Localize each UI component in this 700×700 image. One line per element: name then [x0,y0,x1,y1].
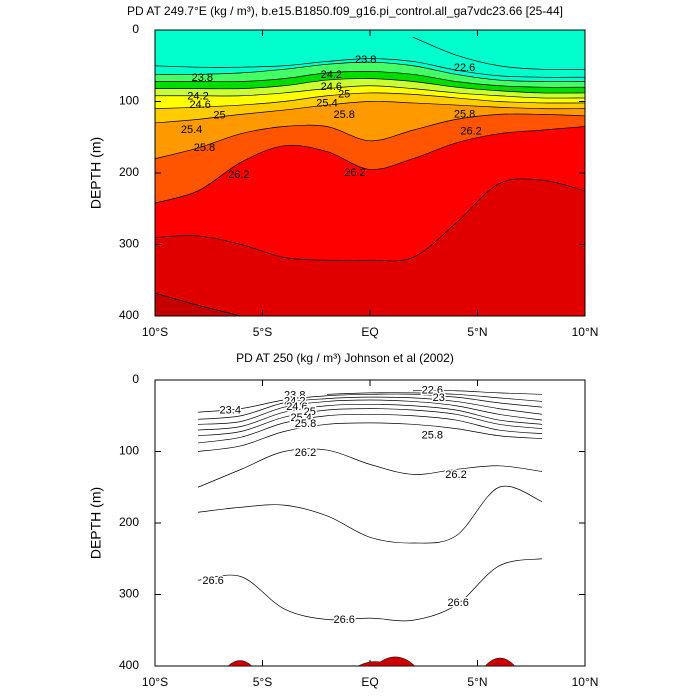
y-tick-label: 300 [119,237,139,251]
x-tick-label: EQ [361,675,378,689]
contour-line [197,448,543,488]
contour-line [197,558,543,622]
contour-line [154,71,586,88]
contour-line [154,178,586,262]
contour-line [197,408,543,437]
contour-fill [155,293,241,316]
contour-line [155,85,586,99]
contour-line [326,392,543,402]
contour-label: 24.6 [189,99,210,111]
y-tick-label: 400 [119,658,139,672]
contour-label: 26.6 [202,575,223,587]
contour-label: 25.4 [290,412,311,424]
contour-line [197,413,543,444]
contour-label: 24.2 [187,90,208,102]
y-tick-label: 0 [132,22,139,36]
contour-label: 24.2 [284,395,305,407]
contour-line [412,390,543,395]
contour-label: 25.8 [194,142,215,154]
land-mask [357,656,416,667]
contour-line [154,61,586,82]
x-tick-label: 5°N [467,325,487,339]
y-tick-label: 300 [119,587,139,601]
chart-title: PD AT 250 (kg / m³) Johnson et al (2002) [236,351,454,365]
contour-label: 25.8 [295,418,316,430]
x-tick-label: 10°N [572,325,599,339]
contour-label: 25.4 [181,124,202,136]
contour-label: 24.2 [321,69,342,81]
contour-label: 24.6 [286,401,307,413]
chart-title: PD AT 249.7°E (kg / m³), b.e15.B1850.f09… [127,4,563,18]
contour-line [197,422,543,452]
contour-label: 25 [304,406,316,418]
contour-label: 25 [213,110,225,122]
contour-label: 23 [433,392,445,404]
x-tick-label: 5°N [467,675,487,689]
contour-label: 26.2 [344,167,365,179]
contour-line [154,292,242,317]
contour-line [197,403,543,431]
x-tick-label: 10°N [572,675,599,689]
contour-label: 23.8 [284,390,305,402]
contour-label: 25 [338,88,350,100]
contour-line [197,399,543,425]
contour-line [154,101,586,124]
contour-line [412,36,586,70]
land-mask [227,660,253,667]
contour-label: 26.6 [447,597,468,609]
contour-label: 25.8 [454,108,475,120]
y-tick-label: 200 [119,515,139,529]
y-tick-label: 100 [119,444,139,458]
contour-label: 26.6 [333,614,354,626]
contour-label: 22.6 [422,385,443,397]
contour-fill [155,178,585,316]
y-tick-label: 100 [119,94,139,108]
x-tick-label: EQ [361,325,378,339]
contour-label: 25.8 [333,109,354,121]
y-tick-label: 0 [132,372,139,386]
contour-label: 26.2 [295,447,316,459]
y-axis-label: DEPTH (m) [88,487,104,559]
contour-line [154,113,586,160]
contour-line [197,485,543,544]
bottom-mask [227,656,516,667]
contour-label: 26.2 [228,169,249,181]
x-tick-label: 10°S [142,325,168,339]
land-mask [484,657,516,667]
contour-line [197,396,543,420]
x-tick-label: 10°S [142,675,168,689]
contour-label: 25.4 [316,98,337,110]
x-tick-label: 5°S [253,675,272,689]
contour-label: 25.8 [422,430,443,442]
contour-label: 23.4 [220,405,241,417]
contour-label: 24.6 [321,81,342,93]
contour-label: 26.2 [460,125,481,137]
y-tick-label: 200 [119,165,139,179]
contour-line [154,126,586,204]
contour-label: 23.8 [355,54,376,66]
contour-line [154,78,586,94]
contour-label: 23.8 [192,72,213,84]
contour-label: 22.6 [454,62,475,74]
y-axis-label: DEPTH (m) [88,137,104,209]
contour-label: 26.2 [445,469,466,481]
contour-line [154,92,586,109]
y-tick-label: 400 [119,308,139,322]
contour-line [154,58,586,78]
contour-line [197,393,543,413]
x-tick-label: 5°S [253,325,272,339]
